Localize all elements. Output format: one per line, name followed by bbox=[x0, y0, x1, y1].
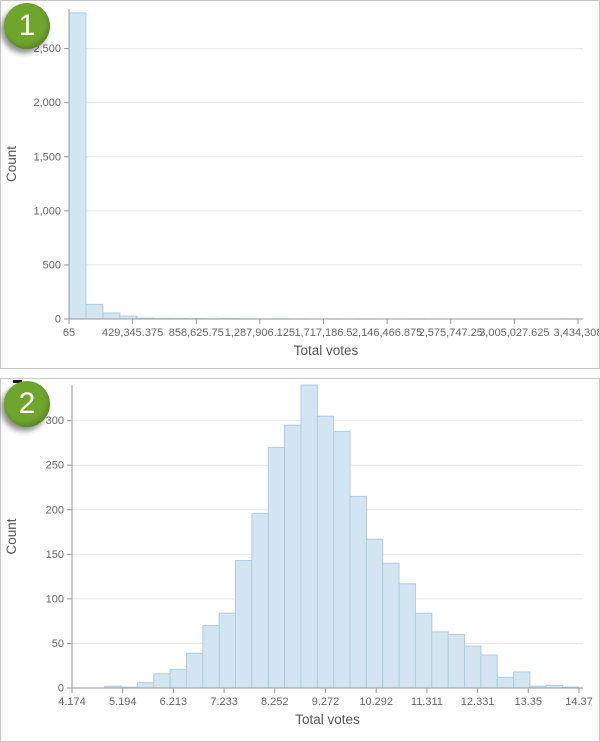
y-axis-tick-label: 250 bbox=[46, 460, 64, 472]
x-axis-tick-label: 1,717,186.5 bbox=[294, 327, 352, 339]
histogram-bar[interactable] bbox=[300, 384, 318, 689]
histogram-bar[interactable] bbox=[513, 671, 531, 689]
histogram-bar[interactable] bbox=[153, 673, 171, 689]
x-axis-tick-label: 8.252 bbox=[261, 696, 289, 708]
x-axis-tick-label: 2,575,747.25 bbox=[419, 327, 483, 339]
histogram-bar[interactable] bbox=[169, 668, 187, 689]
y-axis-tick-label: 2,000 bbox=[33, 97, 61, 109]
x-axis-tick-label: 65 bbox=[63, 327, 75, 339]
histogram-bar[interactable] bbox=[68, 12, 87, 320]
histogram-bar[interactable] bbox=[480, 654, 498, 689]
histogram-bar[interactable] bbox=[496, 676, 515, 689]
y-axis-tick-label: 50 bbox=[52, 638, 64, 650]
y-axis-tick-label: 0 bbox=[55, 314, 61, 326]
histogram-card-2: 0 50 100 150 200 250 300 4.174 5.194 6.213 7.233 8.… bbox=[0, 378, 600, 742]
histogram-card-1: 0 500 1,000 1,500 2,000 2,500 65 429,345.375 858… bbox=[0, 0, 600, 369]
x-axis-tick-label: 429,345.375 bbox=[102, 327, 163, 339]
x-axis-title: Total votes bbox=[294, 343, 359, 358]
y-axis-tick-label: 300 bbox=[46, 415, 64, 427]
x-axis-tick-label: 9.272 bbox=[312, 696, 340, 708]
x-axis-title: Total votes bbox=[295, 712, 360, 727]
x-axis-tick-label: 2,146,466.875 bbox=[352, 327, 422, 339]
y-axis-title: Count bbox=[4, 146, 19, 182]
x-axis-tick-label: 858,625.75 bbox=[169, 327, 224, 339]
histogram-bar[interactable] bbox=[349, 495, 367, 689]
histogram-bar[interactable] bbox=[102, 312, 121, 320]
histogram-bar[interactable] bbox=[267, 446, 286, 689]
histogram-bar[interactable] bbox=[414, 612, 433, 689]
y-axis-tick-label: 1,000 bbox=[33, 205, 61, 217]
histogram-bar[interactable] bbox=[185, 652, 204, 689]
x-axis-tick-label: 3,434,308 bbox=[554, 327, 599, 339]
y-axis-title: Count bbox=[4, 518, 19, 554]
histogram-bar[interactable] bbox=[365, 538, 384, 689]
y-axis-tick-label: 100 bbox=[46, 593, 64, 605]
histogram-bar[interactable] bbox=[284, 424, 302, 689]
step-2-badge-label: 2 bbox=[18, 387, 36, 420]
y-axis-tick-label: 500 bbox=[43, 259, 61, 271]
x-axis-tick-label: 14.37 bbox=[565, 696, 593, 708]
y-axis-tick-label: 0 bbox=[58, 683, 64, 695]
histogram-bar[interactable] bbox=[447, 634, 466, 689]
x-axis-tick-label: 7.233 bbox=[210, 696, 238, 708]
histogram-bar[interactable] bbox=[431, 631, 449, 689]
histogram-chart-log-votes: 0 50 100 150 200 250 300 4.174 5.194 6.213 7.233 8.… bbox=[4, 384, 593, 727]
histogram-chart-raw-votes: 0 500 1,000 1,500 2,000 2,500 65 429,345.375 858… bbox=[4, 9, 599, 358]
x-axis-tick-label: 6.213 bbox=[160, 696, 188, 708]
x-axis-tick-label: 11.311 bbox=[411, 696, 443, 708]
step-1-badge: 1 bbox=[4, 3, 50, 49]
x-axis-tick-label: 12.331 bbox=[461, 696, 495, 708]
y-axis-tick-label: 2,500 bbox=[33, 43, 61, 55]
histogram-bar[interactable] bbox=[136, 682, 155, 689]
x-axis-tick-label: 4.174 bbox=[58, 696, 86, 708]
step-2-badge: 2 bbox=[4, 381, 50, 427]
histogram-bar[interactable] bbox=[251, 512, 269, 689]
y-axis-tick-label: 150 bbox=[46, 549, 64, 561]
histogram-bar[interactable] bbox=[316, 415, 335, 689]
y-axis-tick-label: 200 bbox=[46, 504, 64, 516]
histogram-bar[interactable] bbox=[333, 430, 351, 689]
x-axis-tick-label: 10.292 bbox=[359, 696, 393, 708]
histogram-bar[interactable] bbox=[464, 645, 482, 689]
histogram-bar[interactable] bbox=[382, 562, 400, 689]
x-axis-tick-label: 5.194 bbox=[109, 696, 137, 708]
histogram-bar[interactable] bbox=[202, 625, 220, 689]
x-axis-tick-label: 13.35 bbox=[515, 696, 543, 708]
histogram-bar[interactable] bbox=[398, 583, 416, 689]
histogram-bar[interactable] bbox=[85, 303, 104, 320]
y-axis-tick-label: 1,500 bbox=[33, 151, 61, 163]
step-1-badge-label: 1 bbox=[18, 9, 36, 42]
x-axis-tick-label: 1,287,906.125 bbox=[225, 327, 295, 339]
histogram-bar[interactable] bbox=[218, 612, 237, 689]
cursor-dash-artifact bbox=[13, 380, 22, 383]
x-axis-tick-label: 3,005,027.625 bbox=[479, 327, 549, 339]
histogram-bar[interactable] bbox=[235, 560, 253, 689]
